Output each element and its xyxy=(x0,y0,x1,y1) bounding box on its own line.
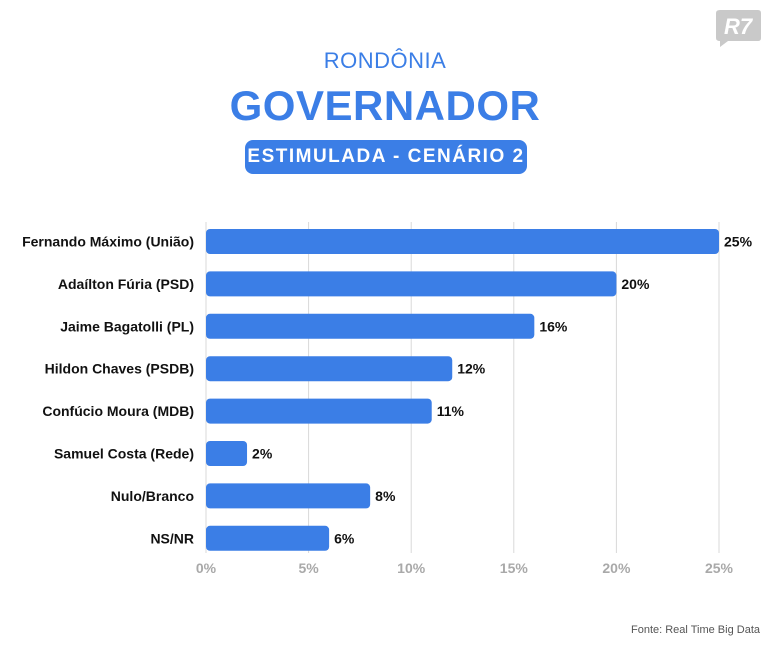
data-label: 8% xyxy=(375,488,396,504)
logo-badge-shape xyxy=(716,10,761,47)
x-tick-label: 20% xyxy=(602,560,631,576)
category-label: Fernando Máximo (União) xyxy=(22,234,194,250)
logo-text: R7 xyxy=(724,14,754,39)
bar xyxy=(206,398,432,424)
page-title: GOVERNADOR xyxy=(229,82,541,129)
x-tick-label: 25% xyxy=(705,560,734,576)
data-label: 16% xyxy=(539,318,568,334)
source-note: Fonte: Real Time Big Data xyxy=(630,624,760,636)
state-kicker: RONDÔNIA xyxy=(323,48,447,73)
bar-chart: 0% 5% 10% 15% 20% 25% Fernando Máximo (União) 2… xyxy=(22,222,753,576)
data-label: 20% xyxy=(621,276,650,292)
data-label: 25% xyxy=(724,234,753,250)
bar xyxy=(206,441,248,466)
bar xyxy=(206,483,371,509)
r7-logo: R7 xyxy=(716,10,761,47)
bar xyxy=(206,525,330,551)
bar xyxy=(206,229,719,254)
category-label: Confúcio Moura (MDB) xyxy=(42,403,194,419)
category-label: Nulo/Branco xyxy=(111,488,194,504)
category-label: Jaime Bagatolli (PL) xyxy=(60,318,194,334)
category-label: Samuel Costa (Rede) xyxy=(54,446,194,462)
category-label: NS/NR xyxy=(150,530,194,546)
data-label: 11% xyxy=(437,403,465,419)
x-tick-label: 10% xyxy=(397,560,426,576)
data-label: 2% xyxy=(252,446,273,462)
data-label: 6% xyxy=(334,530,355,546)
category-label: Adaílton Fúria (PSD) xyxy=(58,276,194,292)
bar xyxy=(206,313,535,339)
x-tick-label: 15% xyxy=(500,560,529,576)
x-tick-label: 5% xyxy=(298,560,319,576)
data-label: 12% xyxy=(457,361,486,377)
category-label: Hildon Chaves (PSDB) xyxy=(45,361,194,377)
bar xyxy=(206,356,453,382)
x-tick-label: 0% xyxy=(196,560,217,576)
scenario-badge: ESTIMULADA - CENÁRIO 2 xyxy=(245,140,527,174)
bar xyxy=(206,271,617,297)
